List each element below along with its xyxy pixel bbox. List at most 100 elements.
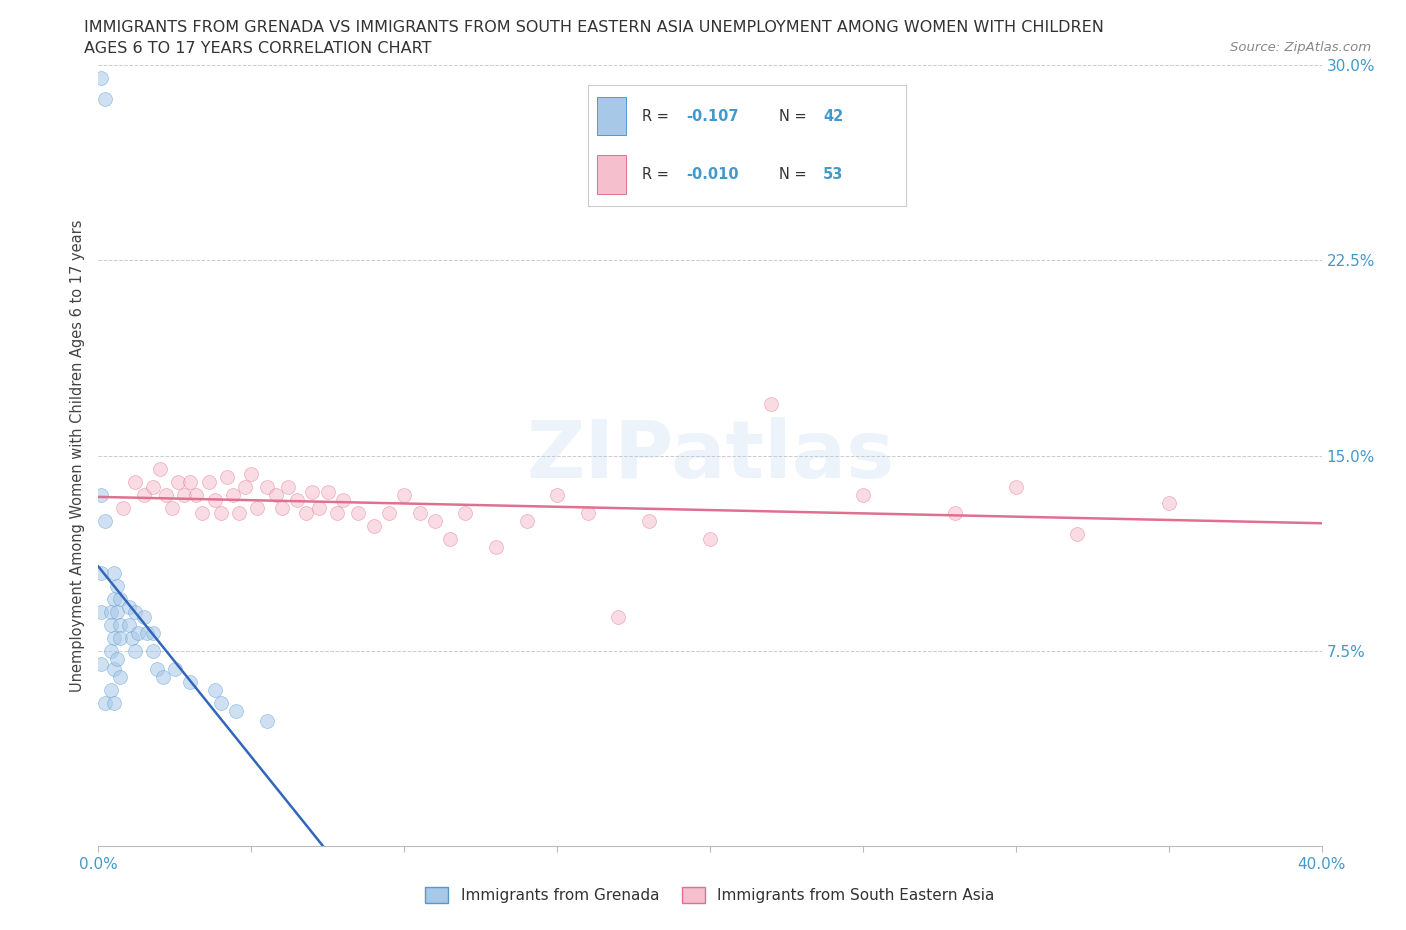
Point: [179, 474, 201, 489]
Point: [607, 610, 630, 625]
Point: [160, 500, 183, 515]
Point: [103, 565, 125, 580]
Point: [637, 513, 661, 528]
Point: [378, 506, 401, 521]
Point: [546, 487, 568, 502]
Point: [222, 487, 245, 502]
Point: [1004, 480, 1026, 495]
Point: [103, 631, 125, 645]
Point: [134, 487, 156, 502]
Point: [454, 506, 477, 521]
Point: [124, 604, 146, 619]
Point: [197, 474, 219, 489]
Point: [121, 631, 143, 645]
Point: [485, 539, 508, 554]
Point: [134, 610, 156, 625]
Point: [1066, 526, 1088, 541]
Point: [301, 485, 323, 499]
Point: [93, 513, 115, 528]
Point: [100, 618, 122, 632]
Point: [103, 696, 125, 711]
Point: [93, 696, 115, 711]
Point: [1157, 495, 1180, 510]
Point: [264, 487, 287, 502]
Point: [142, 625, 165, 640]
Point: [215, 469, 238, 484]
Point: [943, 506, 966, 521]
Text: ZIPatlas: ZIPatlas: [526, 417, 894, 495]
Point: [167, 474, 190, 489]
Point: [295, 506, 318, 521]
Point: [316, 485, 339, 499]
Point: [439, 532, 461, 547]
Point: [118, 599, 141, 614]
Text: Source: ZipAtlas.com: Source: ZipAtlas.com: [1230, 41, 1371, 54]
Point: [90, 604, 112, 619]
Point: [179, 675, 201, 690]
Point: [256, 714, 278, 729]
Point: [699, 532, 721, 547]
Point: [246, 500, 269, 515]
Text: AGES 6 TO 17 YEARS CORRELATION CHART: AGES 6 TO 17 YEARS CORRELATION CHART: [84, 41, 432, 56]
Point: [108, 618, 131, 632]
Point: [363, 519, 385, 534]
Point: [191, 506, 214, 521]
Point: [145, 662, 167, 677]
Point: [233, 480, 256, 495]
Point: [90, 71, 112, 86]
Point: [108, 670, 131, 684]
Point: [228, 506, 250, 521]
Point: [100, 683, 122, 698]
Point: [100, 604, 122, 619]
Point: [423, 513, 446, 528]
Point: [111, 500, 134, 515]
Point: [173, 487, 195, 502]
Point: [142, 644, 165, 658]
Point: [103, 662, 125, 677]
Point: [108, 631, 131, 645]
Point: [332, 493, 354, 508]
Point: [90, 487, 112, 502]
Point: [392, 487, 416, 502]
Point: [142, 480, 165, 495]
Point: [209, 506, 232, 521]
Point: [240, 467, 263, 482]
Point: [105, 604, 128, 619]
Point: [100, 644, 122, 658]
Point: [186, 487, 208, 502]
Point: [270, 500, 292, 515]
Point: [93, 91, 115, 106]
Point: [149, 461, 172, 476]
Point: [90, 565, 112, 580]
Point: [408, 506, 430, 521]
Point: [105, 651, 128, 666]
Point: [277, 480, 299, 495]
Point: [118, 618, 141, 632]
Point: [516, 513, 538, 528]
Point: [127, 625, 149, 640]
Point: [105, 578, 128, 593]
Point: [124, 644, 146, 658]
Point: [225, 703, 247, 718]
Point: [308, 500, 330, 515]
Y-axis label: Unemployment Among Women with Children Ages 6 to 17 years: Unemployment Among Women with Children A…: [70, 219, 86, 692]
Point: [285, 493, 308, 508]
Point: [204, 493, 226, 508]
Point: [209, 696, 232, 711]
Point: [108, 591, 131, 606]
Point: [124, 474, 146, 489]
Point: [326, 506, 349, 521]
Point: [347, 506, 370, 521]
Text: IMMIGRANTS FROM GRENADA VS IMMIGRANTS FROM SOUTH EASTERN ASIA UNEMPLOYMENT AMONG: IMMIGRANTS FROM GRENADA VS IMMIGRANTS FR…: [84, 20, 1104, 35]
Point: [256, 480, 278, 495]
Point: [155, 487, 177, 502]
Point: [576, 506, 599, 521]
Point: [103, 591, 125, 606]
Point: [759, 396, 782, 411]
Point: [152, 670, 174, 684]
Point: [163, 662, 186, 677]
Point: [136, 625, 159, 640]
Point: [90, 657, 112, 671]
Legend: Immigrants from Grenada, Immigrants from South Eastern Asia: Immigrants from Grenada, Immigrants from…: [419, 881, 1001, 909]
Point: [852, 487, 875, 502]
